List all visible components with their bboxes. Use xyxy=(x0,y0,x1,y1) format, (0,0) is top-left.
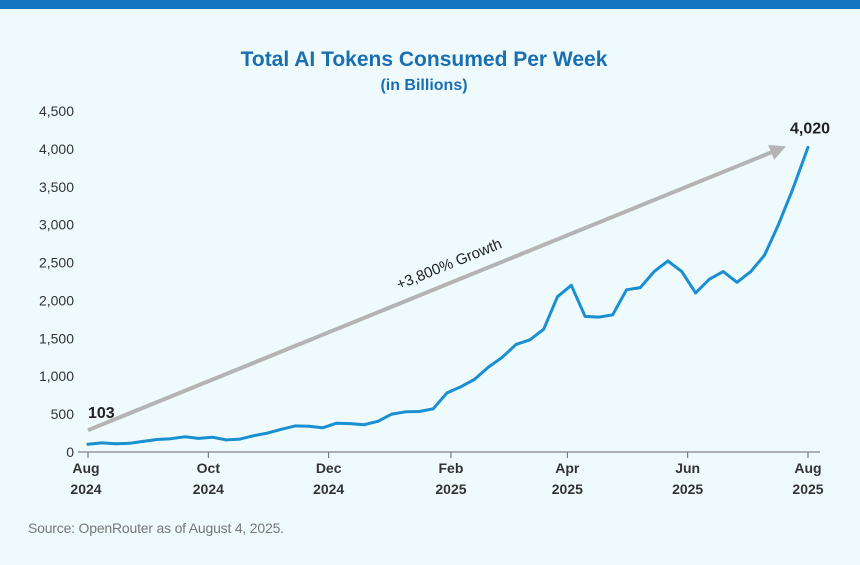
y-tick-label: 500 xyxy=(51,406,75,422)
data-point xyxy=(417,410,421,413)
y-tick-label: 1,500 xyxy=(39,330,74,346)
data-point xyxy=(293,424,297,428)
data-point xyxy=(611,313,615,317)
data-point xyxy=(652,270,656,274)
x-tick-label-year: 2024 xyxy=(313,481,344,497)
data-point xyxy=(141,439,145,443)
series-group xyxy=(86,145,810,446)
data-point xyxy=(445,391,449,395)
growth-arrow-shaft xyxy=(87,150,772,433)
y-tick-label: 4,500 xyxy=(39,103,74,119)
data-point xyxy=(542,327,546,331)
data-point xyxy=(224,438,228,442)
data-point xyxy=(735,280,739,284)
data-point xyxy=(431,407,435,411)
x-tick-label-month: Feb xyxy=(439,460,464,476)
chart-title: Total AI Tokens Consumed Per Week xyxy=(240,48,608,71)
data-point xyxy=(404,410,407,414)
data-point xyxy=(556,295,559,299)
x-tick-label-year: 2025 xyxy=(552,481,583,497)
start-value-label: 103 xyxy=(88,405,115,422)
data-point xyxy=(155,438,159,441)
source-note: Source: OpenRouter as of August 4, 2025. xyxy=(28,520,284,536)
x-tick-label-year: 2024 xyxy=(193,481,224,497)
data-point xyxy=(335,421,338,425)
data-point xyxy=(707,277,711,281)
data-point xyxy=(528,338,532,342)
growth-arrow-head xyxy=(768,144,786,160)
y-tick-label: 4,000 xyxy=(39,141,74,157)
y-tick-label: 3,500 xyxy=(39,179,74,195)
data-point xyxy=(100,441,104,445)
x-tick-label-month: Oct xyxy=(197,460,221,476)
data-point xyxy=(806,145,810,149)
data-point xyxy=(266,431,269,435)
x-tick-label-month: Aug xyxy=(72,460,99,476)
data-point xyxy=(183,435,187,439)
data-point xyxy=(376,419,380,423)
data-point xyxy=(390,412,394,416)
data-point xyxy=(763,253,767,257)
data-point xyxy=(694,291,697,295)
x-tick-label-year: 2025 xyxy=(672,481,703,497)
data-point xyxy=(473,377,477,381)
y-tick-label: 3,000 xyxy=(39,217,74,233)
data-point xyxy=(790,189,794,192)
data-point xyxy=(252,434,256,438)
x-tick-label-year: 2025 xyxy=(435,481,466,497)
data-point xyxy=(307,424,311,428)
data-point xyxy=(279,427,283,431)
chart-subtitle: (in Billions) xyxy=(380,77,468,94)
data-point xyxy=(114,442,118,446)
data-point xyxy=(777,223,780,227)
data-point xyxy=(638,286,642,289)
end-value-label: 4,020 xyxy=(790,120,830,137)
data-point xyxy=(197,436,200,440)
data-point xyxy=(86,442,90,446)
data-point xyxy=(625,288,628,292)
axes: 0 500 1,000 1,500 2,000 2,500 3,000 3,500 4,000 4… xyxy=(39,103,824,497)
y-tick-label: 0 xyxy=(66,444,74,460)
data-point xyxy=(721,270,725,274)
x-tick-label-year: 2024 xyxy=(70,481,101,497)
x-tick-label-year: 2025 xyxy=(792,481,823,497)
data-point xyxy=(583,314,587,318)
data-point xyxy=(348,422,352,425)
x-tick-label-month: Apr xyxy=(555,460,580,476)
data-point xyxy=(459,385,463,389)
data-point xyxy=(666,259,670,263)
data-point xyxy=(680,270,684,274)
x-tick-label-month: Aug xyxy=(794,460,821,476)
data-point xyxy=(514,342,518,346)
data-point xyxy=(128,441,131,445)
data-point xyxy=(569,283,573,287)
growth-arrow xyxy=(87,144,786,433)
top-accent-bar xyxy=(0,0,860,9)
y-tick-label: 1,000 xyxy=(39,368,74,384)
x-tick-label-month: Dec xyxy=(316,460,342,476)
data-point xyxy=(321,426,325,430)
series-line xyxy=(86,145,810,446)
data-point xyxy=(597,315,601,319)
data-point xyxy=(487,365,490,369)
data-point xyxy=(749,270,753,274)
x-tick-label-month: Jun xyxy=(675,460,700,476)
y-tick-label: 2,000 xyxy=(39,292,74,308)
data-point xyxy=(500,355,504,359)
data-point xyxy=(238,437,242,441)
data-point xyxy=(169,437,173,441)
y-tick-label: 2,500 xyxy=(39,255,74,271)
data-point xyxy=(210,435,214,439)
data-point xyxy=(362,423,366,427)
